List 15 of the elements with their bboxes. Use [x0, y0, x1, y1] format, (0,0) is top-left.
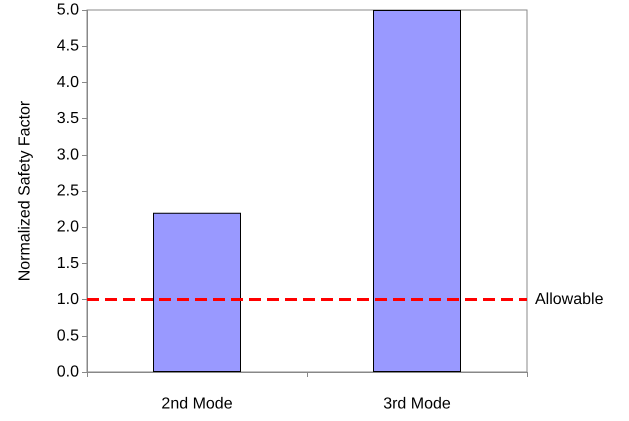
y-tick-label: 5.0 — [56, 2, 80, 18]
y-tick-label: 3.5 — [56, 110, 80, 128]
x-tick-label: 3rd Mode — [383, 396, 451, 412]
y-tick-label: 1.0 — [56, 291, 80, 308]
y-tick-label: 2.5 — [56, 182, 80, 200]
y-tick-label: 1.5 — [56, 254, 80, 272]
y-tick-label: 0.0 — [56, 364, 80, 380]
y-tick-label: 3.0 — [56, 146, 80, 164]
ref-line-label: Allowable — [535, 291, 604, 308]
y-tick-label: 4.0 — [56, 74, 80, 91]
y-tick-label: 2.0 — [56, 218, 80, 236]
y-axis-title: Normalized Safety Factor — [16, 100, 34, 282]
x-tick-label: 2nd Mode — [161, 396, 233, 412]
y-tick-label: 0.5 — [56, 327, 80, 344]
y-tick-label: 4.5 — [56, 38, 80, 55]
